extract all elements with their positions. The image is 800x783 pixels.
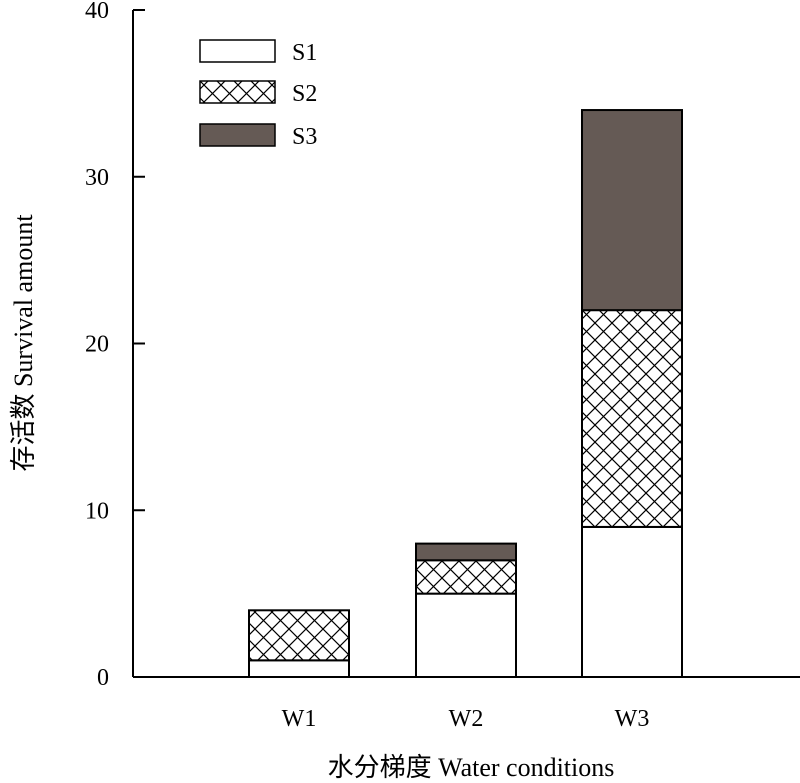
y-tick-label: 30 — [85, 165, 109, 191]
bar-w1-s2 — [248, 609, 350, 662]
legend-label-s1: S1 — [292, 40, 317, 66]
legend-label-s3: S3 — [292, 124, 317, 150]
x-axis-title: 水分梯度 Water conditions — [328, 753, 615, 782]
y-tick-label: 10 — [85, 498, 109, 524]
bar-w3-s1 — [581, 525, 683, 678]
y-tick-label: 20 — [85, 332, 109, 358]
bar-w3-s2 — [581, 309, 683, 528]
y-ticks: 0 10 20 30 40 — [85, 0, 145, 691]
bars-layer — [248, 109, 683, 679]
x-tick-label: W2 — [449, 706, 484, 732]
bar-w2-s1 — [415, 592, 517, 678]
legend: S1 S2 S3 — [199, 39, 317, 150]
y-tick-label: 40 — [85, 0, 109, 24]
legend-swatch-s1 — [199, 39, 276, 63]
bar-w2-s3 — [415, 542, 517, 562]
y-tick-label: 0 — [97, 665, 109, 691]
legend-swatch-s3 — [199, 123, 276, 147]
bar-w1-s1 — [248, 659, 350, 679]
x-tick-label: W3 — [615, 706, 650, 732]
bar-w3-s3 — [581, 109, 683, 312]
legend-label-s2: S2 — [292, 81, 317, 107]
x-tick-label: W1 — [282, 706, 317, 732]
x-tick-labels: W1 W2 W3 — [282, 706, 650, 732]
y-axis-title: 存活数 Survival amount — [9, 214, 38, 472]
legend-swatch-s2 — [199, 80, 276, 104]
bar-w2-s2 — [415, 559, 517, 595]
